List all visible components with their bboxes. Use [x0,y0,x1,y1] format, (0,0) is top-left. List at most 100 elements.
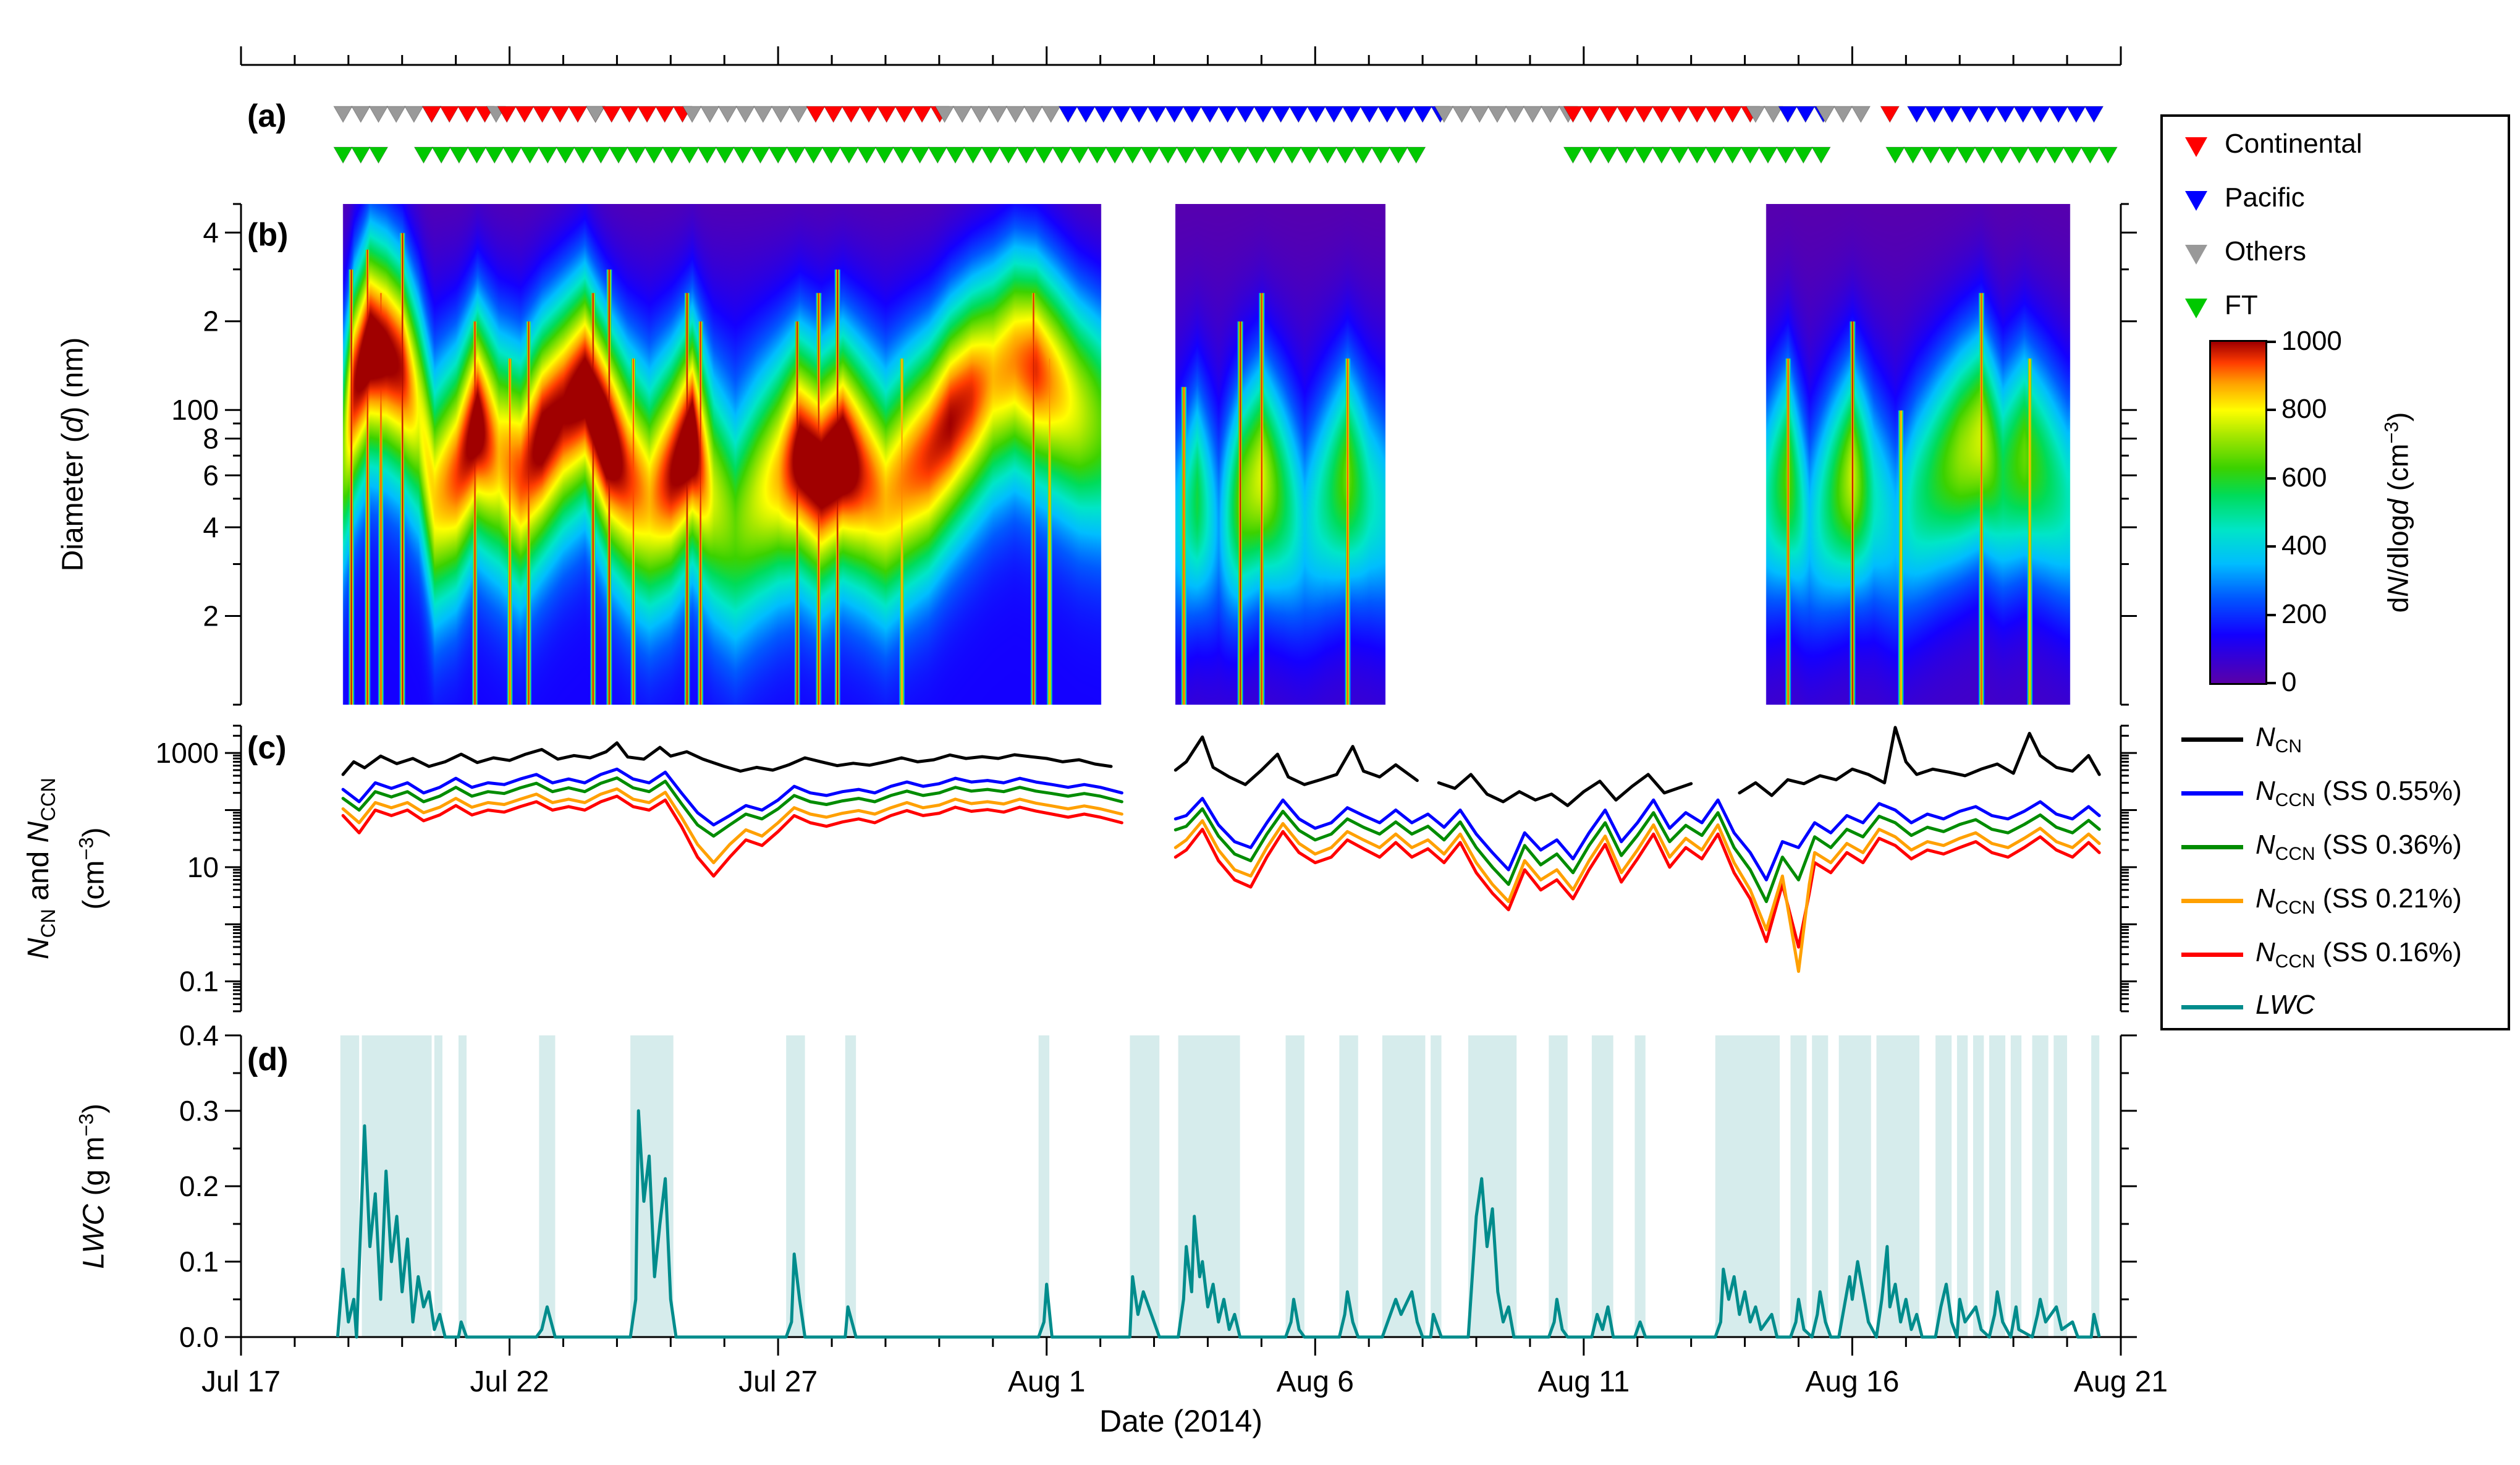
series-N_CN [1738,726,2101,797]
cloud-band [1989,1035,2006,1337]
ft-marker [803,146,824,164]
others-triangle-icon [2185,245,2207,265]
airmass-marker [601,106,622,124]
airmass-marker [1746,106,1765,124]
x-tick-label: Aug 11 [1538,1365,1630,1398]
series-N_CCN_SS_0.36 [1173,807,2101,903]
airmass-marker [841,106,861,124]
ft-marker [1389,146,1408,164]
legend-label-nccn_021: NCCN (SS 0.21%) [2256,883,2462,918]
ft-marker [1903,146,1923,164]
airmass-marker [859,106,879,124]
ft-marker [1175,146,1196,164]
cloud-band [434,1035,442,1337]
colorbar-tick-label: 800 [2281,394,2327,425]
colorbar-tick-label: 1000 [2281,326,2342,356]
x-tick-label: Jul 17 [201,1365,281,1398]
colorbar-tick [2267,682,2276,684]
b-y-tick-label: 8 [203,422,219,454]
airmass-marker [1722,106,1743,124]
panel-b-y-axis-title: Diameter (d) (nm) [56,337,90,572]
airmass-marker [1093,106,1114,124]
ft-marker [1282,146,1302,164]
ft-marker [1885,146,1905,164]
cloud-band [1956,1035,1968,1337]
ft-marker [431,146,452,164]
cloud-band [1790,1035,1807,1337]
airmass-marker [789,106,809,124]
airmass-marker [912,106,932,124]
airmass-marker [876,106,897,124]
airmass-marker [497,106,517,124]
d-y-tick-label: 0.3 [179,1095,219,1127]
airmass-marker [1288,106,1309,124]
airmass-marker [1469,106,1490,124]
legend-label-nccn_055: NCCN (SS 0.55%) [2256,776,2462,810]
cloud-band [1972,1035,1984,1337]
airmass-marker [515,106,535,124]
ft-marker [1122,146,1143,164]
airmass-marker [952,106,973,124]
legend-box: dN/dlogd (cm−3) Continental Pacific Others… [2160,114,2510,1030]
airmass-marker [421,106,442,124]
lwc-line [336,1109,2101,1339]
ft-marker [1811,146,1831,164]
colorbar-tick-label: 400 [2281,530,2327,561]
ft-marker [1687,146,1707,164]
airmass-marker [532,106,552,124]
legend-label-ft: FT [2225,290,2258,320]
airmass-marker [1324,106,1344,124]
cloud-band [1812,1035,1829,1337]
ft-marker [1581,146,1601,164]
ft-marker [1669,146,1689,164]
airmass-marker [1342,106,1362,124]
cloud-band [340,1035,360,1337]
ft-marker [1921,146,1941,164]
airmass-marker [934,106,955,124]
airmass-marker [568,106,588,124]
cloud-band [2010,1035,2022,1337]
ft-marker [910,146,930,164]
ft-marker [502,146,522,164]
ft-marker [1974,146,1994,164]
ft-marker [1317,146,1338,164]
legend-line-lwc [2181,1005,2243,1009]
airmass-marker [1111,106,1131,124]
ft-marker [981,146,1001,164]
ft-marker [2045,146,2065,164]
airmass-marker [1395,106,1415,124]
c-y-tick-label: 1000 [156,737,219,769]
ft-marker [1371,146,1391,164]
panel-d-label: (d) [247,1042,289,1077]
x-tick-label: Aug 16 [1805,1365,1899,1398]
ft-marker [1300,146,1320,164]
ft-marker [1140,146,1161,164]
ft-marker [1193,146,1214,164]
cloud-band [1549,1035,1568,1337]
airmass-marker [1413,106,1432,124]
d-y-tick-label: 0.2 [179,1170,219,1202]
airmass-marker [2013,106,2033,124]
ft-marker [626,146,646,164]
series-N_CCN_SS_0.21 [341,787,1123,865]
legend-label-nccn_036: NCCN (SS 0.36%) [2256,830,2462,864]
c-y-tick-label: 0.1 [179,966,219,998]
cloud-band [1935,1035,1952,1337]
cloud-band [1468,1035,1517,1337]
airmass-marker [1164,106,1185,124]
legend-label-continental: Continental [2225,129,2362,159]
b-y-tick-label: 2 [203,600,219,632]
ft-marker [1992,146,2011,164]
airmass-marker [654,106,675,124]
airmass-marker [753,106,773,124]
ft-marker [1705,146,1725,164]
ft-marker [1758,146,1778,164]
cloud-band [2032,1035,2049,1337]
cloud-band [2053,1035,2068,1337]
airmass-marker [1906,106,1927,124]
ft-marker [644,146,664,164]
ft-marker [1634,146,1654,164]
ft-marker [1722,146,1743,164]
cloud-band [1634,1035,1646,1337]
ft-marker [556,146,575,164]
